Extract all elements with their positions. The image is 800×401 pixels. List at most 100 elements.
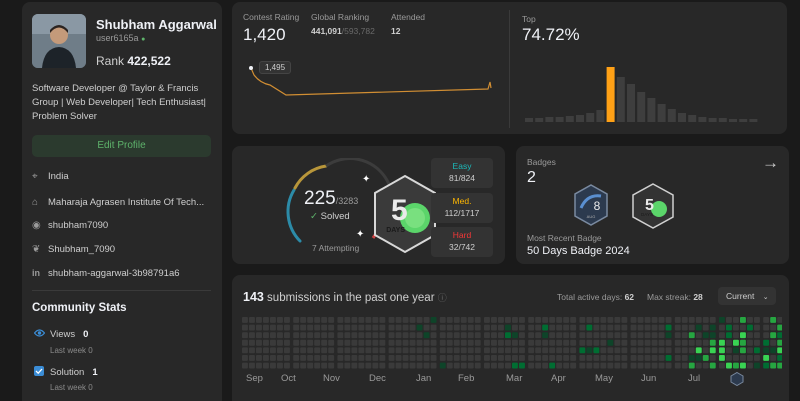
heatmap-cell (681, 324, 688, 331)
heatmap-cell (740, 317, 746, 323)
heatmap-cell (409, 355, 416, 361)
info-icon[interactable]: ⓘ (437, 293, 447, 303)
heatmap-cell (600, 332, 607, 339)
heatmap-cell (719, 355, 725, 361)
fifty-days-badge-small-icon[interactable]: 5 DAYS (631, 183, 675, 229)
heatmap-cell (763, 324, 770, 331)
avatar[interactable] (32, 14, 86, 68)
heatmap-cell (563, 355, 570, 361)
heatmap-cell (519, 347, 525, 354)
twitter-icon: ❦ (32, 243, 41, 255)
submissions-calendar-card: 143 submissions in the past one year ⓘ T… (232, 275, 789, 401)
twitter-row[interactable]: ❦ Shubham_7090 (32, 242, 115, 256)
heatmap-cell (277, 324, 283, 331)
arrow-right-icon[interactable]: → (762, 153, 779, 172)
fifty-days-badge-icon[interactable]: 5 DAYS (369, 174, 441, 254)
heatmap-cell (344, 332, 351, 339)
heatmap-cell (563, 332, 570, 339)
twitter-link[interactable]: Shubham_7090 (48, 243, 116, 255)
rating-line-chart[interactable] (240, 57, 495, 125)
heatmap-cell (528, 324, 535, 331)
rating-line (250, 67, 492, 96)
heatmap-cell (372, 362, 379, 369)
sparkle-icon-small: ✦ (356, 229, 365, 240)
heatmap-cell (688, 347, 695, 354)
most-recent-badge-label: Most Recent Badge (527, 233, 602, 243)
heatmap-cell (658, 332, 665, 339)
histogram-bar (576, 115, 584, 122)
heatmap-cell (484, 332, 490, 339)
heatmap-cell (556, 347, 563, 354)
heatmap-cell (453, 317, 460, 323)
heatmap-cell (453, 339, 460, 346)
heatmap-cell (453, 332, 460, 339)
heatmap-cell (740, 339, 746, 346)
heatmap-cell (688, 332, 695, 339)
heatmap-cell (637, 332, 644, 339)
easy-stat[interactable]: Easy 81/824 (431, 158, 493, 188)
heatmap-cell (263, 355, 269, 361)
heatmap-cell (307, 332, 314, 339)
heatmap-cell (307, 347, 314, 354)
heatmap-cell (702, 332, 709, 339)
heatmap-cell (365, 347, 372, 354)
max-streak-value: 28 (693, 292, 703, 302)
active-days: Total active days: 62 (557, 292, 634, 302)
heatmap-cell (263, 324, 269, 331)
heatmap-cell (505, 317, 511, 323)
month-label: Mar (506, 373, 523, 384)
heatmap-cell (542, 339, 549, 346)
monthly-badge-icon[interactable]: 8 AUG (573, 184, 609, 226)
hard-stat[interactable]: Hard 32/742 (431, 227, 493, 257)
heatmap-cell (446, 324, 453, 331)
heatmap-cell (453, 324, 460, 331)
heatmap-cell (630, 339, 637, 346)
histogram-bar (718, 118, 727, 122)
heatmap-cell (358, 362, 365, 369)
heatmap-cell (395, 317, 402, 323)
heatmap-cell (277, 347, 283, 354)
linkedin-link[interactable]: shubham-aggarwal-3b98791a6 (48, 267, 180, 279)
heatmap-cell (695, 324, 702, 331)
linkedin-row[interactable]: in shubham-aggarwal-3b98791a6 (32, 266, 180, 280)
heatmap-cell (270, 355, 276, 361)
heatmap-cell (388, 355, 395, 361)
heatmap-cell (491, 324, 497, 331)
heatmap-cell (328, 317, 335, 323)
heatmap-cell (467, 347, 474, 354)
heatmap-cell (519, 332, 525, 339)
heatmap-cell (446, 355, 453, 361)
heatmap-cell (423, 324, 430, 331)
heatmap-cell (535, 347, 542, 354)
heatmap-cell (484, 339, 490, 346)
medium-stat[interactable]: Med. 112/1717 (431, 193, 493, 223)
rating-distribution-histogram[interactable] (522, 60, 777, 124)
heatmap-cell (528, 332, 535, 339)
github-link[interactable]: shubham7090 (48, 219, 109, 231)
heatmap-cell (284, 324, 290, 331)
heatmap-cell (416, 332, 423, 339)
heatmap-cell (344, 355, 351, 361)
heatmap-cell (395, 355, 402, 361)
heatmap-cell (439, 347, 446, 354)
period-select[interactable]: Current ⌄ (718, 287, 776, 305)
heatmap-cell (763, 332, 770, 339)
location-text: India (48, 170, 69, 182)
heatmap-cell (491, 317, 497, 323)
heatmap-cell (542, 317, 549, 323)
github-icon: ◉ (32, 219, 41, 231)
github-row[interactable]: ◉ shubham7090 (32, 218, 108, 232)
heatmap-cell (770, 347, 777, 354)
location-row: ⌖ India (32, 169, 69, 183)
badge-marker-icon[interactable] (730, 372, 744, 386)
heatmap-cell (270, 339, 276, 346)
heatmap-cell (579, 362, 586, 369)
heatmap-cell (600, 324, 607, 331)
heatmap-cell (644, 362, 651, 369)
heatmap-cell (395, 332, 402, 339)
heatmap-cell (556, 362, 563, 369)
submission-heatmap[interactable] (242, 317, 782, 371)
edit-profile-button[interactable]: Edit Profile (32, 135, 211, 157)
submissions-count: 143 (243, 290, 264, 304)
heatmap-cell (570, 347, 577, 354)
